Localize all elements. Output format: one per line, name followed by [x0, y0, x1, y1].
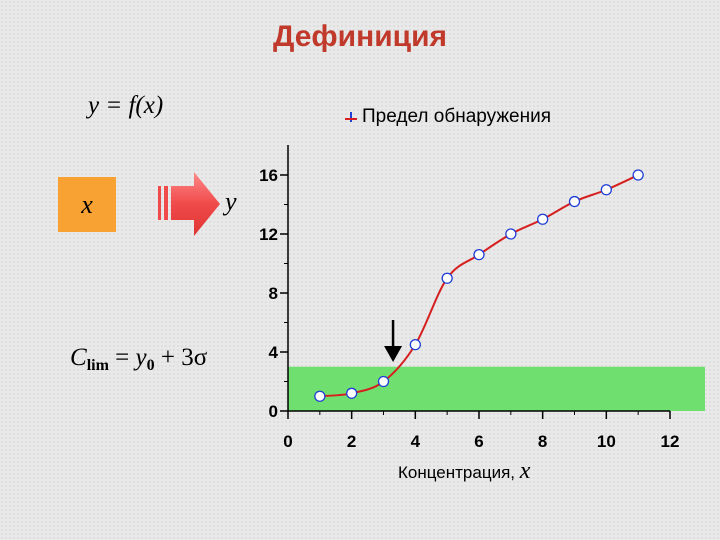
x-tick-label: 12	[661, 432, 680, 451]
y-tick-label: 12	[259, 225, 278, 244]
slide-title: Дефиниция	[272, 20, 448, 53]
y-tick-label: 8	[269, 284, 278, 303]
clim-base: C	[70, 344, 87, 371]
output-y-label: y	[225, 187, 237, 216]
data-point	[441, 272, 453, 284]
detection-band	[288, 366, 705, 411]
legend-marker-icon	[345, 112, 357, 122]
x-tick-label: 4	[411, 432, 421, 451]
data-point	[473, 248, 485, 261]
data-point	[505, 228, 517, 240]
y-tick-label: 4	[269, 343, 279, 362]
input-x-box: x	[58, 177, 116, 232]
y-tick-label: 16	[259, 166, 278, 185]
x-axis-label-text: Концентрация,	[398, 463, 515, 482]
y-tick-label: 0	[269, 402, 278, 421]
data-point	[314, 390, 326, 402]
x-tick-label: 0	[283, 432, 292, 451]
x-tick-label: 2	[347, 432, 356, 451]
function-formula: y = f(x)	[88, 92, 164, 119]
clim-equals: =	[108, 344, 136, 371]
data-point	[346, 387, 358, 399]
x-tick-label: 8	[538, 432, 547, 451]
data-point	[537, 213, 549, 225]
x-axis-label: Концентрация, x	[398, 458, 530, 485]
detection-limit-arrow-icon	[384, 346, 403, 362]
input-x-label: x	[81, 189, 93, 219]
chart-legend: Предел обнаружения	[344, 106, 551, 128]
clim-rest: + 3σ	[154, 344, 208, 371]
data-point	[377, 375, 390, 388]
data-point	[568, 195, 581, 208]
clim-y: y	[135, 344, 147, 371]
clim-formula: Clim = y0 + 3σ	[70, 344, 207, 375]
data-point	[632, 169, 644, 181]
transform-arrow-icon	[158, 172, 220, 236]
data-point	[600, 184, 612, 196]
x-axis-label-var: x	[519, 458, 531, 484]
clim-y-subscript: 0	[146, 357, 155, 374]
x-tick-label: 6	[474, 432, 483, 451]
calibration-curve	[319, 174, 639, 398]
x-tick-label: 10	[597, 432, 616, 451]
legend-label: Предел обнаружения	[362, 106, 552, 127]
data-point	[409, 338, 421, 351]
clim-subscript: lim	[86, 357, 109, 374]
